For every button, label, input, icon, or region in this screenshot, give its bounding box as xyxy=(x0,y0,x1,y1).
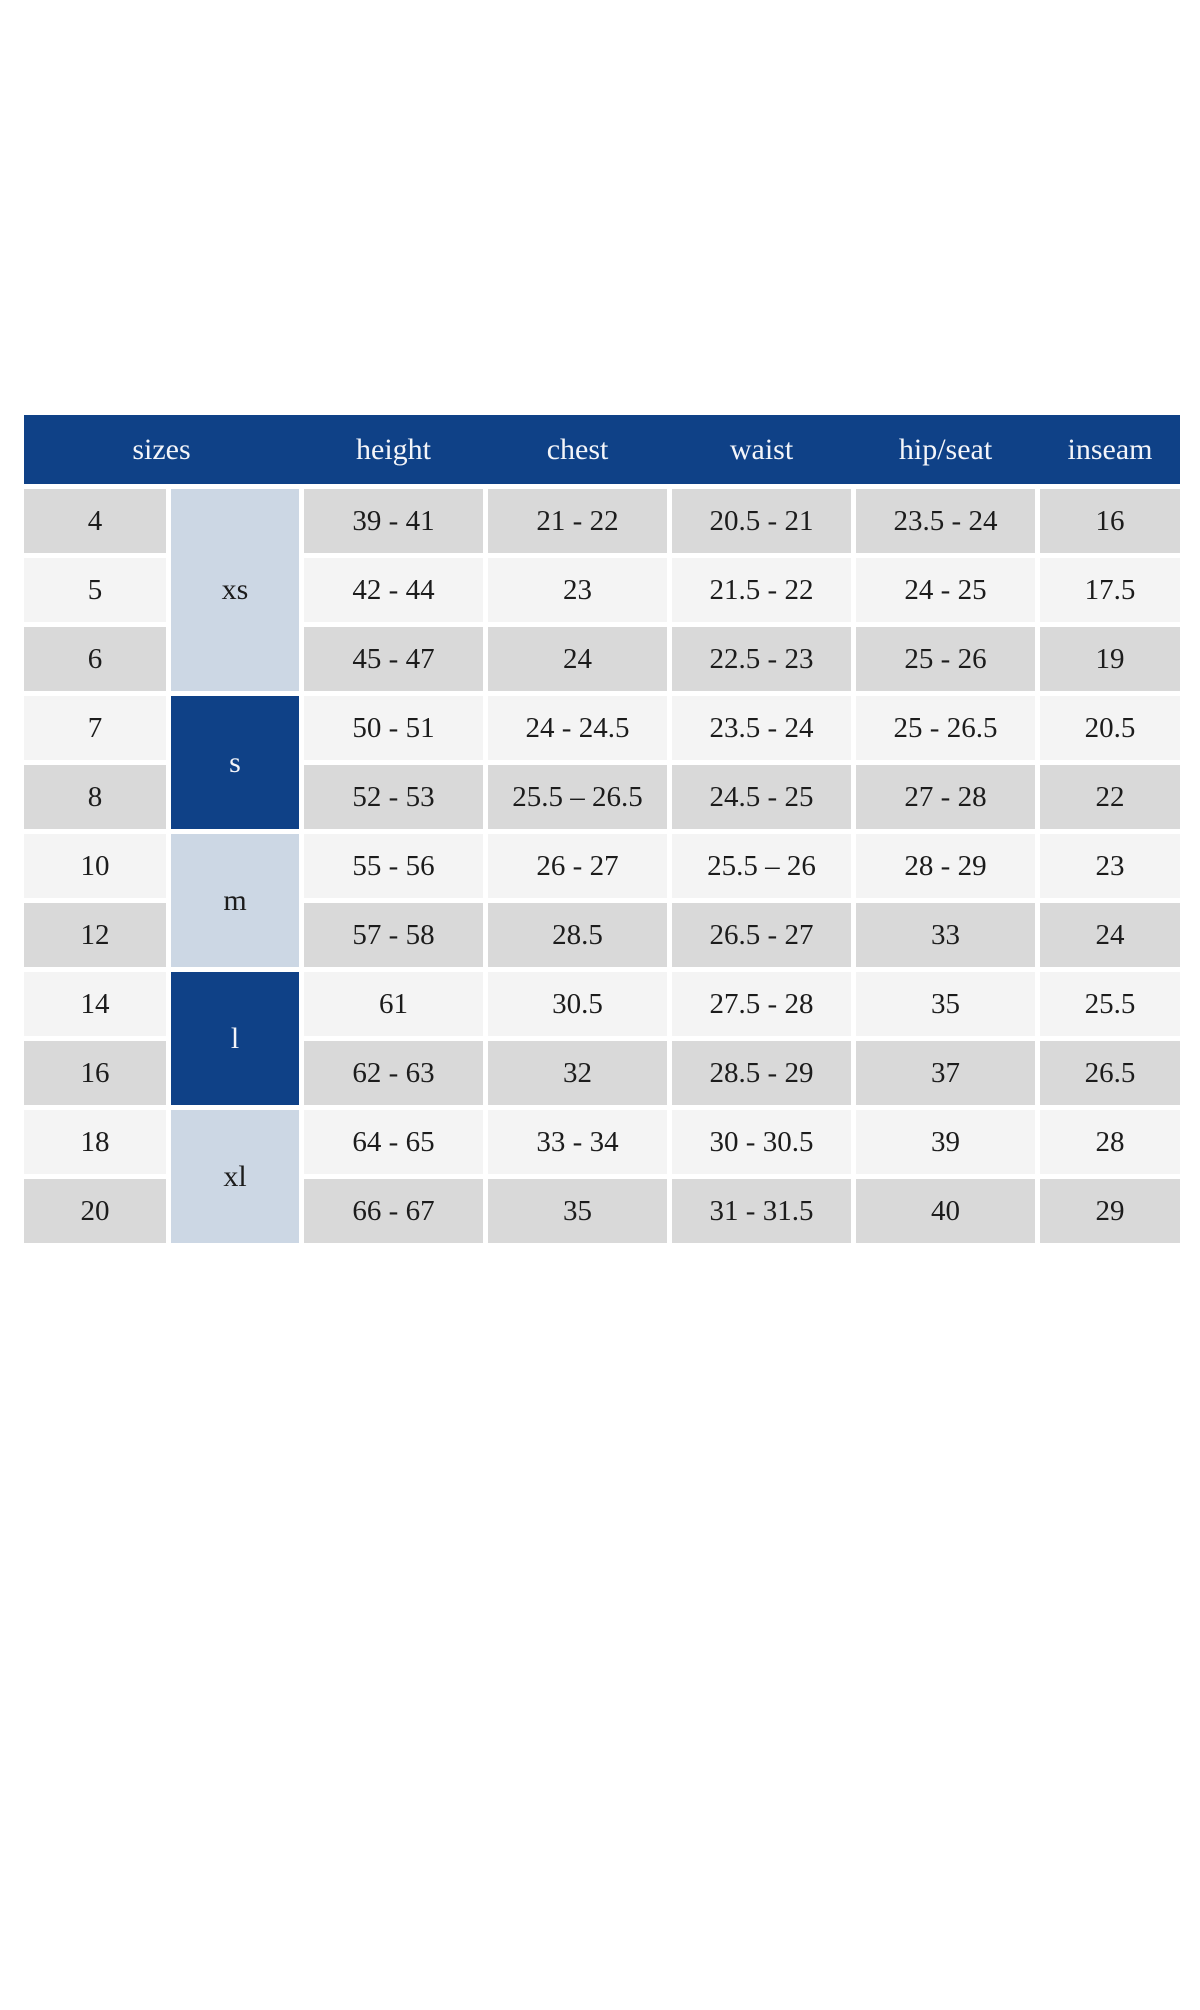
hip-seat-cell: 37 xyxy=(856,1041,1036,1105)
waist-cell: 27.5 - 28 xyxy=(672,972,852,1036)
waist-cell: 30 - 30.5 xyxy=(672,1110,852,1174)
height-cell: 66 - 67 xyxy=(304,1179,484,1243)
table-row: 5 42 - 44 23 21.5 - 22 24 - 25 17.5 xyxy=(24,558,1181,622)
inseam-cell: 16 xyxy=(1040,489,1181,553)
size-cell: 18 xyxy=(24,1110,166,1174)
table-row: 20 66 - 67 35 31 - 31.5 40 29 xyxy=(24,1179,1181,1243)
hip-seat-cell: 23.5 - 24 xyxy=(856,489,1036,553)
height-cell: 39 - 41 xyxy=(304,489,484,553)
inseam-cell: 22 xyxy=(1040,765,1181,829)
header-chest: chest xyxy=(488,415,668,484)
height-cell: 45 - 47 xyxy=(304,627,484,691)
size-group-cell-xs: xs xyxy=(171,489,300,691)
table-row: 4 xs 39 - 41 21 - 22 20.5 - 21 23.5 - 24… xyxy=(24,489,1181,691)
inseam-cell: 25.5 xyxy=(1040,972,1181,1036)
chest-cell: 24 - 24.5 xyxy=(488,696,668,760)
height-cell: 55 - 56 xyxy=(304,834,484,898)
size-cell: 7 xyxy=(24,696,166,760)
table-row: 8 52 - 53 25.5 – 26.5 24.5 - 25 27 - 28 … xyxy=(24,765,1181,829)
header-waist: waist xyxy=(672,415,852,484)
hip-seat-cell: 35 xyxy=(856,972,1036,1036)
chest-cell: 32 xyxy=(488,1041,668,1105)
table-row: 6 45 - 47 24 22.5 - 23 25 - 26 19 xyxy=(24,627,1181,691)
chest-cell: 26 - 27 xyxy=(488,834,668,898)
waist-cell: 31 - 31.5 xyxy=(672,1179,852,1243)
height-cell: 64 - 65 xyxy=(304,1110,484,1174)
header-height: height xyxy=(304,415,484,484)
chest-cell: 21 - 22 xyxy=(488,489,668,553)
inseam-cell: 23 xyxy=(1040,834,1181,898)
size-cell: 8 xyxy=(24,765,166,829)
size-cell: 12 xyxy=(24,903,166,967)
header-sizes: sizes xyxy=(24,415,300,484)
size-group-cell-m: m xyxy=(171,834,300,967)
inseam-cell: 20.5 xyxy=(1040,696,1181,760)
height-cell: 52 - 53 xyxy=(304,765,484,829)
size-chart-body: 4 xs 39 - 41 21 - 22 20.5 - 21 23.5 - 24… xyxy=(24,489,1181,1243)
waist-cell: 25.5 – 26 xyxy=(672,834,852,898)
height-cell: 42 - 44 xyxy=(304,558,484,622)
size-group-cell-xl: xl xyxy=(171,1110,300,1243)
hip-seat-cell: 39 xyxy=(856,1110,1036,1174)
inseam-cell: 28 xyxy=(1040,1110,1181,1174)
inseam-cell: 17.5 xyxy=(1040,558,1181,622)
hip-seat-cell: 27 - 28 xyxy=(856,765,1036,829)
waist-cell: 22.5 - 23 xyxy=(672,627,852,691)
size-group-cell-l: l xyxy=(171,972,300,1105)
size-cell: 20 xyxy=(24,1179,166,1243)
hip-seat-cell: 25 - 26 xyxy=(856,627,1036,691)
waist-cell: 20.5 - 21 xyxy=(672,489,852,553)
size-cell: 4 xyxy=(24,489,166,553)
size-cell: 5 xyxy=(24,558,166,622)
inseam-cell: 19 xyxy=(1040,627,1181,691)
header-inseam: inseam xyxy=(1040,415,1181,484)
waist-cell: 28.5 - 29 xyxy=(672,1041,852,1105)
table-row: 10 m 55 - 56 26 - 27 25.5 – 26 28 - 29 2… xyxy=(24,834,1181,967)
waist-cell: 24.5 - 25 xyxy=(672,765,852,829)
hip-seat-cell: 25 - 26.5 xyxy=(856,696,1036,760)
table-row: 12 57 - 58 28.5 26.5 - 27 33 24 xyxy=(24,903,1181,967)
hip-seat-cell: 24 - 25 xyxy=(856,558,1036,622)
size-cell: 6 xyxy=(24,627,166,691)
hip-seat-cell: 33 xyxy=(856,903,1036,967)
inseam-cell: 24 xyxy=(1040,903,1181,967)
size-cell: 10 xyxy=(24,834,166,898)
table-row: 18 xl 64 - 65 33 - 34 30 - 30.5 39 28 xyxy=(24,1110,1181,1243)
table-row: 16 62 - 63 32 28.5 - 29 37 26.5 xyxy=(24,1041,1181,1105)
inseam-cell: 26.5 xyxy=(1040,1041,1181,1105)
chest-cell: 23 xyxy=(488,558,668,622)
size-chart-table: sizes height chest waist hip/seat inseam… xyxy=(19,410,1185,1248)
chest-cell: 25.5 – 26.5 xyxy=(488,765,668,829)
height-cell: 62 - 63 xyxy=(304,1041,484,1105)
size-chart-header: sizes height chest waist hip/seat inseam xyxy=(24,415,1181,484)
size-cell: 14 xyxy=(24,972,166,1036)
chest-cell: 35 xyxy=(488,1179,668,1243)
waist-cell: 26.5 - 27 xyxy=(672,903,852,967)
hip-seat-cell: 28 - 29 xyxy=(856,834,1036,898)
table-row: 14 l 61 30.5 27.5 - 28 35 25.5 xyxy=(24,972,1181,1105)
waist-cell: 23.5 - 24 xyxy=(672,696,852,760)
hip-seat-cell: 40 xyxy=(856,1179,1036,1243)
chest-cell: 30.5 xyxy=(488,972,668,1036)
header-hip-seat: hip/seat xyxy=(856,415,1036,484)
waist-cell: 21.5 - 22 xyxy=(672,558,852,622)
chest-cell: 33 - 34 xyxy=(488,1110,668,1174)
chest-cell: 28.5 xyxy=(488,903,668,967)
size-cell: 16 xyxy=(24,1041,166,1105)
table-row: 7 s 50 - 51 24 - 24.5 23.5 - 24 25 - 26.… xyxy=(24,696,1181,829)
chest-cell: 24 xyxy=(488,627,668,691)
height-cell: 61 xyxy=(304,972,484,1036)
size-group-cell-s: s xyxy=(171,696,300,829)
height-cell: 50 - 51 xyxy=(304,696,484,760)
inseam-cell: 29 xyxy=(1040,1179,1181,1243)
height-cell: 57 - 58 xyxy=(304,903,484,967)
